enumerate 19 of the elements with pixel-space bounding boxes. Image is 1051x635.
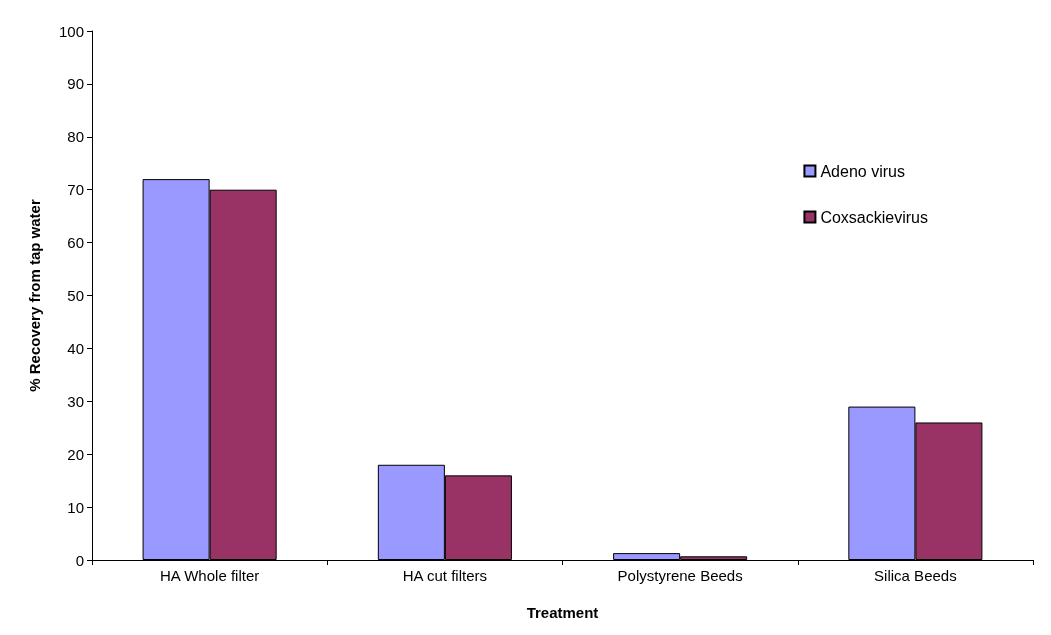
x-tick-label: Polystyrene Beeds — [617, 567, 743, 584]
y-tick-label: 70 — [67, 181, 84, 199]
legend-label: Adeno virus — [820, 162, 905, 180]
y-tick-label: 60 — [67, 234, 84, 252]
y-tick-label: 90 — [67, 75, 84, 93]
y-tick-label: 30 — [67, 392, 84, 410]
y-tick-label: 50 — [67, 287, 84, 304]
legend-label: Coxsackievirus — [820, 208, 929, 226]
y-tick-label: 10 — [67, 498, 84, 516]
y-tick-label: 40 — [67, 339, 84, 357]
y-axis-title: % Recovery from tap water — [26, 199, 43, 392]
x-tick-label: HA Whole filter — [160, 567, 260, 584]
x-tick-label: HA cut filters — [402, 567, 487, 584]
y-tick-label: 0 — [75, 551, 84, 569]
x-axis-title: Treatment — [526, 604, 599, 621]
y-tick-label: 80 — [67, 128, 84, 146]
x-tick-label: Silica Beeds — [874, 567, 957, 584]
y-tick-label: 20 — [67, 445, 84, 463]
y-tick-label: 100 — [58, 22, 84, 40]
